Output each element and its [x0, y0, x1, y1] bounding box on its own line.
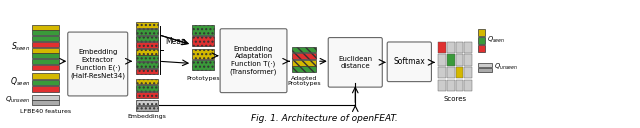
Bar: [456, 80, 463, 91]
Bar: [478, 37, 485, 44]
Text: Embedding
Adaptation
Function T(·)
(Transformer): Embedding Adaptation Function T(·) (Tran…: [230, 46, 277, 75]
Bar: [32, 24, 60, 30]
Bar: [32, 48, 60, 53]
Bar: [136, 62, 157, 68]
Bar: [456, 54, 463, 66]
Bar: [136, 49, 157, 55]
Bar: [136, 55, 157, 61]
Bar: [478, 68, 492, 72]
Bar: [136, 92, 157, 98]
Bar: [438, 42, 446, 53]
Text: Fig. 1. Architecture of openFEAT.: Fig. 1. Architecture of openFEAT.: [252, 114, 398, 123]
Bar: [478, 63, 492, 67]
Bar: [465, 54, 472, 66]
Bar: [192, 25, 214, 35]
Bar: [192, 36, 214, 46]
Bar: [456, 67, 463, 78]
Bar: [32, 42, 60, 47]
Text: $Q_{seen}$: $Q_{seen}$: [10, 76, 30, 88]
Text: Adapted
Prototypes: Adapted Prototypes: [287, 76, 321, 87]
Bar: [292, 66, 316, 72]
Bar: [32, 80, 60, 86]
Text: Euclidean
distance: Euclidean distance: [338, 56, 372, 69]
Bar: [136, 85, 157, 91]
Text: Softmax: Softmax: [394, 57, 425, 66]
Bar: [136, 29, 157, 35]
Bar: [136, 22, 157, 28]
Bar: [136, 69, 157, 74]
FancyBboxPatch shape: [220, 29, 287, 93]
Text: Mean: Mean: [166, 37, 186, 46]
Bar: [136, 79, 157, 84]
Text: LFBE40 features: LFBE40 features: [20, 109, 71, 114]
Bar: [136, 42, 157, 48]
Bar: [32, 73, 60, 79]
Bar: [292, 60, 316, 66]
Text: Embedding
Extractor
Function E(·)
(Half-ResNet34): Embedding Extractor Function E(·) (Half-…: [70, 49, 125, 79]
FancyBboxPatch shape: [328, 38, 382, 87]
Bar: [456, 42, 463, 53]
Bar: [32, 65, 60, 70]
Bar: [32, 95, 60, 100]
Bar: [478, 29, 485, 36]
Bar: [32, 36, 60, 41]
Text: Prototypes: Prototypes: [186, 76, 220, 81]
Bar: [447, 80, 454, 91]
Bar: [465, 80, 472, 91]
Bar: [136, 106, 157, 111]
Text: Embeddings: Embeddings: [127, 114, 166, 119]
Bar: [136, 36, 157, 41]
Bar: [447, 42, 454, 53]
Bar: [447, 67, 454, 78]
Bar: [292, 47, 316, 52]
Bar: [136, 100, 157, 105]
Bar: [32, 30, 60, 35]
Text: Scores: Scores: [444, 96, 467, 102]
Bar: [32, 53, 60, 58]
Bar: [478, 45, 485, 52]
Text: $Q_{seen}$: $Q_{seen}$: [487, 35, 505, 45]
Bar: [465, 42, 472, 53]
Bar: [192, 49, 214, 59]
FancyBboxPatch shape: [68, 32, 128, 96]
Bar: [447, 54, 454, 66]
Text: $Q_{unseen}$: $Q_{unseen}$: [5, 95, 30, 105]
Bar: [438, 54, 446, 66]
Bar: [438, 80, 446, 91]
Bar: [32, 100, 60, 105]
Text: $S_{seen}$: $S_{seen}$: [11, 41, 30, 53]
Bar: [32, 86, 60, 92]
Bar: [438, 67, 446, 78]
Bar: [292, 53, 316, 59]
Bar: [32, 59, 60, 64]
Bar: [192, 60, 214, 70]
Text: $Q_{unseen}$: $Q_{unseen}$: [494, 62, 518, 72]
Bar: [465, 67, 472, 78]
FancyBboxPatch shape: [387, 42, 431, 82]
